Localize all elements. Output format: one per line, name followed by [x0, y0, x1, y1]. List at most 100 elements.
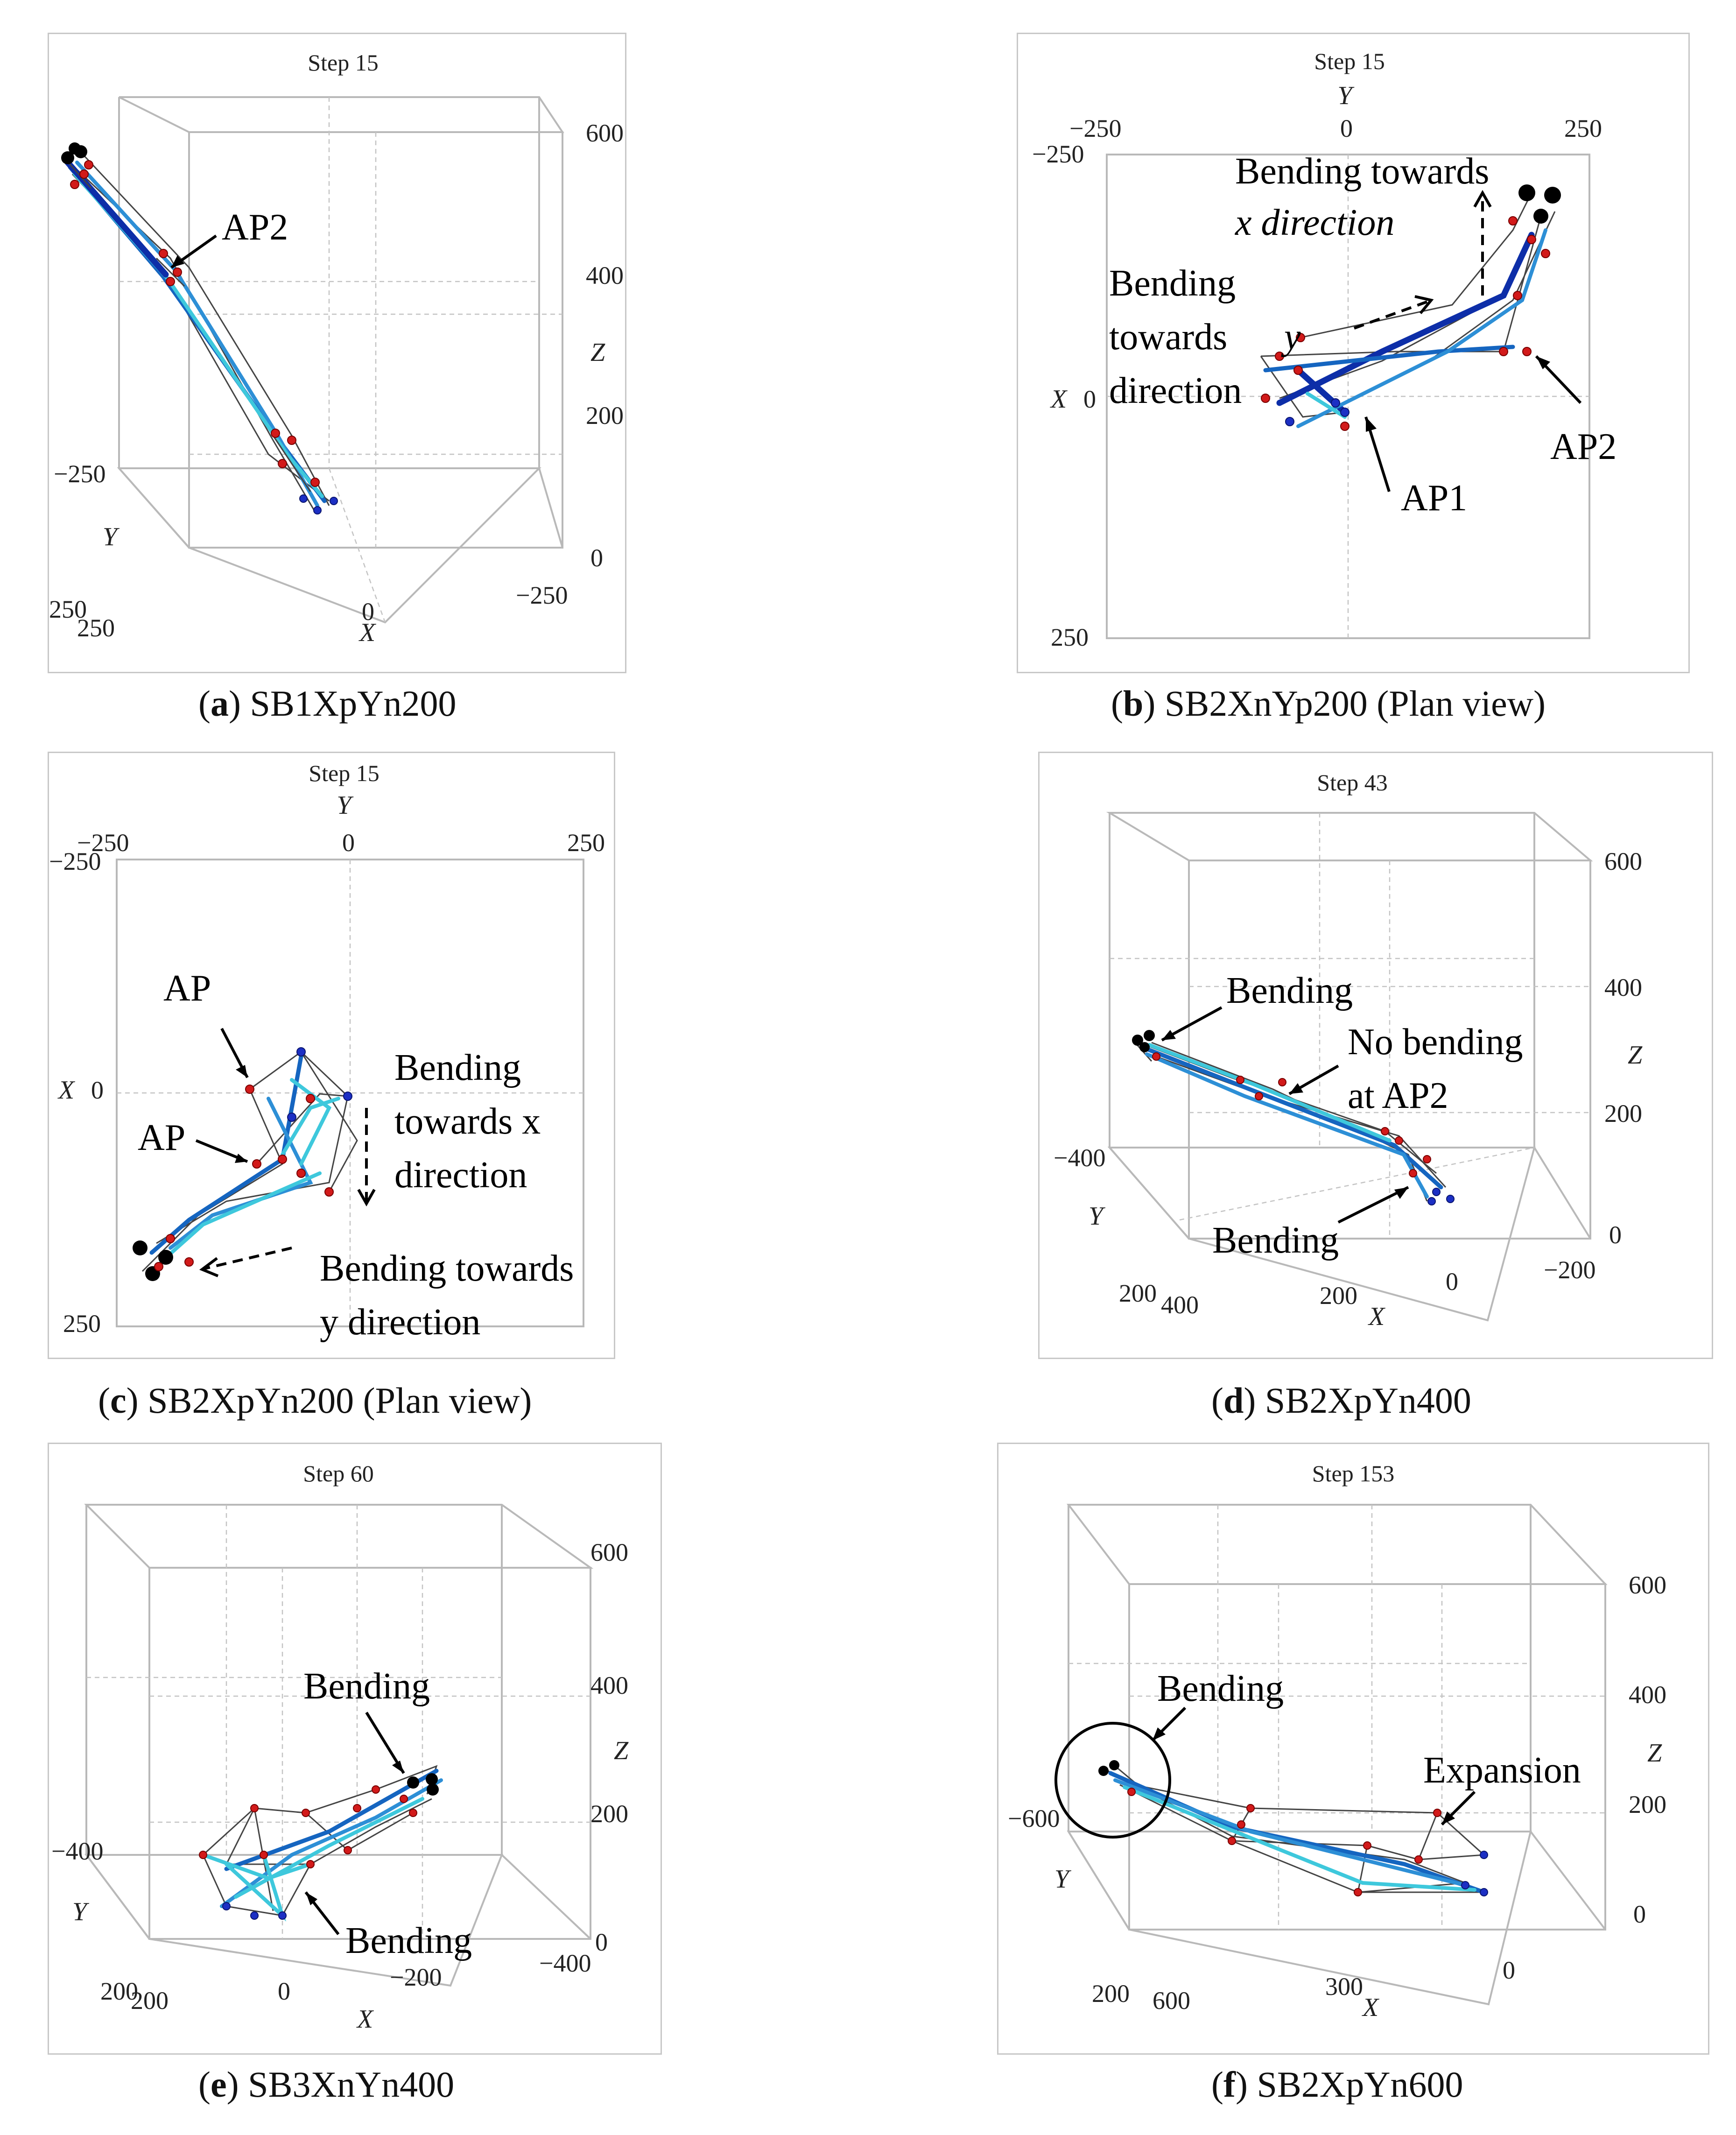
panel-b-bending-y-line1: Bending: [1109, 263, 1236, 304]
panel-f-x-axis-label: X: [1362, 1993, 1380, 2022]
panel-a-y-axis-label: Y: [103, 522, 120, 551]
panel-a-bounding-box: [117, 96, 564, 624]
panel-e-z-axis-label: Z: [614, 1736, 629, 1765]
panel-d-bending-label-top: Bending: [1226, 970, 1353, 1011]
svg-text:−250: −250: [1032, 140, 1084, 168]
panel-d-no-bending-line2: at AP2: [1348, 1075, 1448, 1116]
svg-text:−400: −400: [539, 1949, 591, 1977]
panel-a-tick-labels: 600 400 200 0 −250 250 250 0 −250: [49, 119, 624, 642]
svg-text:−600: −600: [1008, 1804, 1060, 1832]
svg-text:250: 250: [63, 1310, 101, 1338]
svg-text:400: 400: [1161, 1291, 1199, 1319]
panel-c-structure: [133, 1047, 358, 1281]
svg-text:200: 200: [590, 1800, 628, 1828]
svg-text:0: 0: [595, 1928, 608, 1956]
svg-text:−400: −400: [51, 1837, 103, 1865]
panel-a-z-axis-label: Z: [590, 338, 605, 367]
panel-d-plot: Step 43 Bending No bending at AP2 Bendin…: [1038, 752, 1713, 1359]
panel-a-caption: (a) SB1XpYn200: [198, 683, 457, 724]
svg-text:0: 0: [1609, 1221, 1622, 1249]
panel-a-step: Step 15: [308, 49, 378, 76]
svg-text:200: 200: [586, 402, 624, 430]
svg-text:0: 0: [91, 1076, 104, 1104]
svg-text:200: 200: [1119, 1279, 1157, 1307]
svg-text:600: 600: [586, 119, 624, 147]
svg-text:400: 400: [1629, 1681, 1666, 1709]
svg-text:250: 250: [1564, 114, 1602, 142]
svg-text:0: 0: [362, 598, 374, 626]
panel-c-bending-y-line1: Bending towards: [320, 1248, 574, 1289]
panel-b-bending-y-line3: y: [1281, 317, 1301, 358]
panel-d-tick-labels: 600 400 200 0 −400 200 400 200 0 −200: [1054, 847, 1642, 1319]
svg-text:200: 200: [1092, 1980, 1130, 2008]
panel-e-bounding-box: [84, 1504, 594, 1987]
svg-text:200: 200: [1320, 1282, 1357, 1310]
panel-c-step: Step 15: [309, 760, 379, 786]
panel-e-structure: [199, 1765, 443, 1922]
panel-e-x-axis-label: X: [356, 2005, 374, 2034]
panel-f-plot: Step 153 Bending Expansion: [997, 1443, 1709, 2055]
panel-e-y-axis-label: Y: [72, 1897, 90, 1926]
svg-text:0: 0: [1503, 1956, 1515, 1984]
panel-e-bending-label-bottom: Bending: [345, 1920, 472, 1961]
svg-text:300: 300: [1325, 1973, 1363, 2001]
panel-d-y-axis-label: Y: [1089, 1202, 1106, 1231]
panel-c-ap-label-1: AP: [163, 968, 211, 1009]
panel-b-bending-x-line1: Bending towards: [1235, 151, 1489, 192]
svg-text:−250: −250: [516, 581, 568, 609]
svg-text:200: 200: [1629, 1790, 1666, 1818]
panel-b-ap1-label: AP1: [1401, 478, 1467, 519]
panel-c-caption: (c) SB2XpYn200 (Plan view): [98, 1380, 532, 1421]
svg-text:0: 0: [1446, 1268, 1458, 1296]
panel-c-bending-y-line2: y direction: [320, 1302, 480, 1343]
svg-text:0: 0: [1633, 1900, 1646, 1928]
svg-text:−400: −400: [1054, 1144, 1105, 1172]
panel-d-step: Step 43: [1317, 769, 1387, 796]
svg-text:600: 600: [1604, 847, 1642, 875]
panel-f-bending-circle: [1054, 1722, 1171, 1839]
panel-c-y-axis-label: Y: [337, 791, 354, 820]
panel-c-y-direction-arrow: [203, 1247, 292, 1270]
svg-text:250: 250: [49, 595, 87, 623]
svg-text:200: 200: [100, 1977, 138, 2005]
svg-text:400: 400: [586, 261, 624, 289]
panel-d-z-axis-label: Z: [1628, 1041, 1643, 1070]
panel-c-bending-x-line1: Bending: [394, 1047, 521, 1088]
panel-d-bounding-box: [1106, 812, 1593, 1322]
panel-d-x-axis-label: X: [1368, 1302, 1386, 1331]
panel-b-y-direction-arrow: [1353, 300, 1430, 330]
panel-e-bending-label-top: Bending: [303, 1666, 430, 1707]
panel-b-plot: Step 15 Y −250 0 250 −250 0 250 X Bendin…: [1017, 33, 1690, 673]
panel-b-caption: (b) SB2XnYp200 (Plan view): [1111, 683, 1546, 724]
panel-c-bending-x-line3: direction: [394, 1155, 527, 1196]
svg-text:−250: −250: [1069, 114, 1121, 142]
panel-a-structure: [61, 142, 338, 514]
panel-f-expansion-label: Expansion: [1423, 1750, 1581, 1791]
panel-f-z-axis-label: Z: [1647, 1739, 1662, 1768]
svg-text:250: 250: [77, 614, 115, 642]
svg-text:400: 400: [590, 1671, 628, 1699]
svg-text:400: 400: [1604, 973, 1642, 1001]
panel-a-plot: Step 15 AP2 600 400 200: [48, 33, 626, 673]
panel-e-tick-labels: 600 400 200 0 −400 200 200 0 −200 −400: [51, 1538, 628, 2015]
panel-d-structure: [1132, 1030, 1455, 1205]
svg-text:600: 600: [1629, 1571, 1666, 1599]
panel-f-bending-label: Bending: [1157, 1668, 1284, 1709]
svg-text:200: 200: [131, 1987, 169, 2015]
panel-f-tick-labels: 600 400 200 0 −600 200 600 300 0: [1008, 1571, 1666, 2015]
panel-e-step: Step 60: [303, 1460, 373, 1487]
panel-d-bending-label-bottom: Bending: [1212, 1220, 1339, 1261]
svg-text:−200: −200: [390, 1963, 442, 1991]
panel-b-bending-y-line4: direction: [1109, 370, 1242, 411]
svg-text:600: 600: [590, 1538, 628, 1566]
svg-text:600: 600: [1153, 1987, 1190, 2015]
panel-b-step: Step 15: [1314, 48, 1385, 74]
svg-text:−250: −250: [49, 847, 101, 875]
panel-e-plot: Step 60 Bending Bending: [48, 1443, 662, 2055]
panel-c-x-axis-label: X: [57, 1076, 76, 1105]
panel-e-caption: (e) SB3XnYn400: [198, 2064, 455, 2105]
svg-text:0: 0: [590, 544, 603, 572]
panel-c-bending-x-line2: towards x: [394, 1101, 541, 1142]
svg-text:250: 250: [1051, 623, 1089, 651]
svg-text:−250: −250: [77, 829, 129, 857]
